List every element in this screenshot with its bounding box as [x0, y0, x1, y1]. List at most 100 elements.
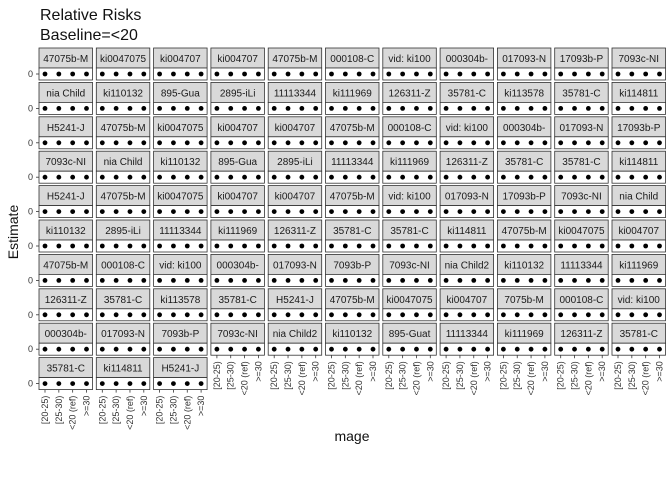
data-point — [271, 174, 277, 180]
facet-strip-label: 11113344 — [560, 260, 603, 271]
facet-panel-area — [95, 308, 151, 322]
data-point — [198, 209, 204, 215]
x-tick-label: [25-30) — [340, 361, 350, 390]
y-tick-label: 0 — [28, 207, 33, 217]
facet-strip-label: ki113578 — [504, 88, 544, 99]
facet-strip-label: 11113344 — [331, 157, 374, 168]
facet-strip-label: 35781-C — [562, 88, 600, 99]
facet-panel-area — [496, 67, 552, 81]
facet-panel-area — [267, 205, 323, 219]
facet-panel-area — [210, 136, 265, 150]
data-point — [443, 106, 449, 111]
data-point — [427, 209, 433, 215]
facet-panel: vid: ki100 — [153, 253, 208, 287]
data-point — [501, 312, 506, 318]
facet-panel-area — [496, 205, 552, 219]
data-point — [514, 71, 520, 77]
data-point — [329, 346, 334, 352]
data-point — [242, 71, 247, 77]
data-point — [485, 278, 490, 283]
facet-strip-label: ki0047075 — [157, 192, 204, 203]
data-point — [342, 209, 348, 215]
data-point — [528, 106, 534, 111]
facet-panel: ki110132 — [95, 82, 151, 115]
data-point — [386, 140, 392, 146]
data-point — [141, 106, 147, 111]
facet-panel: 35781-C — [210, 288, 265, 322]
facet-panel-area — [554, 273, 609, 287]
facet-panel: ki111969 — [325, 82, 380, 115]
facet-strip-label: ki114811 — [619, 88, 659, 99]
data-point — [585, 243, 591, 249]
data-point — [471, 209, 477, 215]
facet-panel: 126311-Z 0 — [28, 288, 93, 322]
data-point — [542, 71, 548, 77]
data-point — [242, 312, 247, 318]
data-point — [141, 209, 147, 215]
data-point — [457, 278, 463, 283]
data-point — [70, 140, 76, 146]
facet-strip-label: 126311-Z — [274, 226, 316, 237]
facet-panel: 7093c-NI — [611, 47, 666, 81]
data-point — [184, 71, 190, 77]
data-point — [141, 243, 147, 249]
data-point — [386, 243, 392, 249]
data-point — [56, 71, 62, 77]
data-point — [285, 243, 291, 249]
data-point — [256, 209, 261, 215]
facet-strip-label: 35781-C — [47, 364, 85, 375]
data-point — [242, 106, 247, 111]
data-point — [56, 381, 62, 386]
x-tick-label: [20-25) — [613, 361, 623, 390]
data-point — [313, 209, 319, 215]
x-tick-label: [20-25) — [498, 361, 508, 390]
facet-panel-area — [210, 67, 265, 81]
data-point — [228, 209, 234, 215]
data-point — [256, 312, 261, 318]
facet-panel-area — [382, 342, 437, 356]
facet-strip-label: 47075b-M — [43, 54, 88, 65]
data-point — [471, 346, 477, 352]
data-point — [615, 71, 621, 77]
facet-strip-label: ki004707 — [275, 123, 316, 134]
data-point — [84, 140, 89, 146]
data-point — [400, 71, 406, 77]
facet-panel-area — [554, 205, 609, 219]
facet-strip-label: ki004707 — [160, 54, 201, 65]
facet-panel: 000304b- — [496, 116, 552, 150]
data-point — [171, 312, 176, 318]
data-point — [558, 106, 564, 111]
facet-panel-area — [382, 205, 437, 219]
data-point — [471, 71, 477, 77]
data-point — [113, 381, 119, 386]
data-point — [228, 312, 234, 318]
facet-strip-label: 35781-C — [562, 157, 600, 168]
facet-panel-area — [496, 170, 552, 184]
data-point — [141, 381, 147, 386]
data-point — [457, 312, 463, 318]
facet-panel: nia Child2 [20-25) [25-30) <20 (ref) >=30 — [267, 322, 323, 395]
data-point — [56, 278, 62, 283]
facet-panel-area — [325, 67, 380, 81]
data-point — [285, 278, 291, 283]
x-tick-label: <20 (ref) — [354, 361, 364, 395]
data-point — [657, 209, 662, 215]
data-point — [313, 174, 319, 180]
facet-panel-area — [267, 273, 323, 287]
x-tick-label: [20-25) — [384, 361, 394, 390]
x-tick-label: <20 (ref) — [526, 361, 536, 395]
data-point — [542, 140, 548, 146]
facet-strip-label: ki111969 — [333, 88, 373, 99]
facet-strip-label: 47075b-M — [330, 123, 375, 134]
data-point — [198, 346, 204, 352]
data-point — [615, 312, 621, 318]
facet-panel-area — [611, 273, 666, 287]
data-point — [70, 71, 76, 77]
data-point — [572, 243, 577, 249]
facet-panel-area — [153, 102, 208, 115]
data-point — [370, 278, 376, 283]
facet-strip-label: nia Child — [104, 157, 143, 168]
data-point — [370, 71, 376, 77]
data-point — [572, 312, 577, 318]
data-point — [356, 71, 362, 77]
